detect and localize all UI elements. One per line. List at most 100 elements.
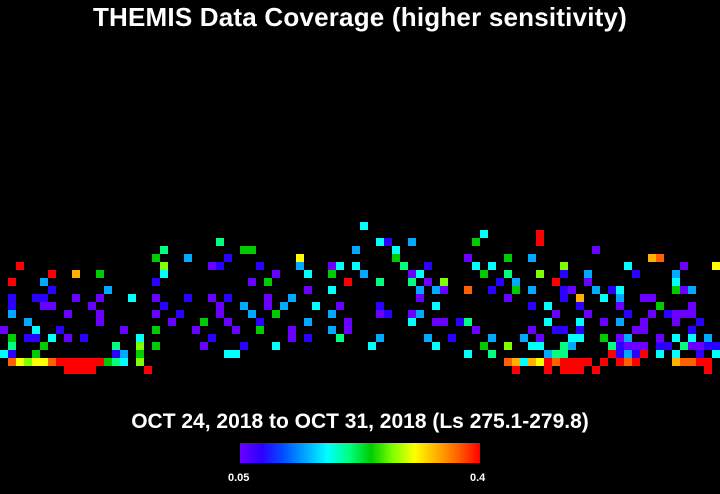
coverage-cell — [608, 286, 616, 294]
coverage-cell — [272, 310, 280, 318]
coverage-cell — [464, 318, 472, 326]
coverage-cell — [272, 342, 280, 350]
coverage-cell — [40, 342, 48, 350]
coverage-cell — [232, 326, 240, 334]
coverage-cell — [0, 326, 8, 334]
coverage-cell — [8, 278, 16, 286]
coverage-cell — [664, 342, 672, 350]
coverage-cell — [32, 358, 40, 366]
coverage-cell — [72, 358, 80, 366]
coverage-cell — [248, 246, 256, 254]
coverage-cell — [616, 318, 624, 326]
coverage-cell — [576, 294, 584, 302]
coverage-cell — [336, 302, 344, 310]
coverage-cell — [304, 318, 312, 326]
coverage-cell — [512, 366, 520, 374]
coverage-cell — [504, 254, 512, 262]
coverage-cell — [344, 278, 352, 286]
coverage-cell — [552, 310, 560, 318]
coverage-cell — [8, 334, 16, 342]
coverage-cell — [488, 262, 496, 270]
coverage-cell — [0, 350, 8, 358]
coverage-cell — [432, 342, 440, 350]
coverage-cell — [376, 334, 384, 342]
coverage-cell — [312, 302, 320, 310]
coverage-cell — [544, 366, 552, 374]
coverage-cell — [120, 350, 128, 358]
coverage-cell — [560, 326, 568, 334]
coverage-cell — [328, 270, 336, 278]
coverage-cell — [688, 358, 696, 366]
coverage-cell — [416, 286, 424, 294]
coverage-cell — [392, 254, 400, 262]
coverage-cell — [696, 358, 704, 366]
coverage-cell — [624, 358, 632, 366]
coverage-cell — [712, 350, 720, 358]
coverage-cell — [624, 262, 632, 270]
coverage-cell — [368, 342, 376, 350]
coverage-cell — [392, 246, 400, 254]
coverage-cell — [72, 294, 80, 302]
coverage-cell — [480, 230, 488, 238]
coverage-cell — [504, 358, 512, 366]
coverage-cell — [528, 342, 536, 350]
coverage-cell — [256, 318, 264, 326]
coverage-cell — [432, 302, 440, 310]
coverage-cell — [112, 358, 120, 366]
coverage-cell — [624, 310, 632, 318]
coverage-cell — [688, 310, 696, 318]
coverage-cell — [520, 334, 528, 342]
coverage-cell — [48, 334, 56, 342]
coverage-cell — [216, 310, 224, 318]
coverage-cell — [152, 326, 160, 334]
coverage-cell — [96, 310, 104, 318]
coverage-cell — [72, 270, 80, 278]
coverage-cell — [552, 278, 560, 286]
coverage-cell — [536, 334, 544, 342]
coverage-cell — [432, 318, 440, 326]
coverage-cell — [672, 318, 680, 326]
coverage-cell — [688, 342, 696, 350]
coverage-cell — [424, 334, 432, 342]
coverage-cell — [352, 262, 360, 270]
coverage-cell — [80, 366, 88, 374]
coverage-cell — [704, 342, 712, 350]
coverage-cell — [240, 302, 248, 310]
coverage-cell — [552, 326, 560, 334]
coverage-cell — [680, 358, 688, 366]
coverage-cell — [200, 318, 208, 326]
coverage-cell — [576, 302, 584, 310]
coverage-cell — [376, 238, 384, 246]
coverage-cell — [408, 310, 416, 318]
coverage-cell — [656, 254, 664, 262]
coverage-cell — [600, 334, 608, 342]
coverage-cell — [208, 334, 216, 342]
coverage-cell — [296, 254, 304, 262]
coverage-cell — [336, 334, 344, 342]
coverage-cell — [584, 270, 592, 278]
coverage-cell — [560, 342, 568, 350]
coverage-cell — [584, 310, 592, 318]
coverage-cell — [568, 334, 576, 342]
coverage-cell — [536, 342, 544, 350]
coverage-cell — [600, 318, 608, 326]
coverage-cell — [424, 262, 432, 270]
coverage-cell — [536, 270, 544, 278]
coverage-cell — [32, 326, 40, 334]
coverage-cell — [672, 286, 680, 294]
coverage-cell — [600, 358, 608, 366]
coverage-cell — [688, 286, 696, 294]
coverage-cell — [600, 294, 608, 302]
coverage-cell — [96, 294, 104, 302]
coverage-cell — [408, 270, 416, 278]
coverage-cell — [248, 310, 256, 318]
coverage-cell — [592, 366, 600, 374]
coverage-cell — [408, 318, 416, 326]
coverage-cell — [616, 358, 624, 366]
coverage-cell — [408, 278, 416, 286]
coverage-cell — [560, 358, 568, 366]
coverage-cell — [560, 366, 568, 374]
coverage-cell — [192, 326, 200, 334]
coverage-cell — [528, 254, 536, 262]
